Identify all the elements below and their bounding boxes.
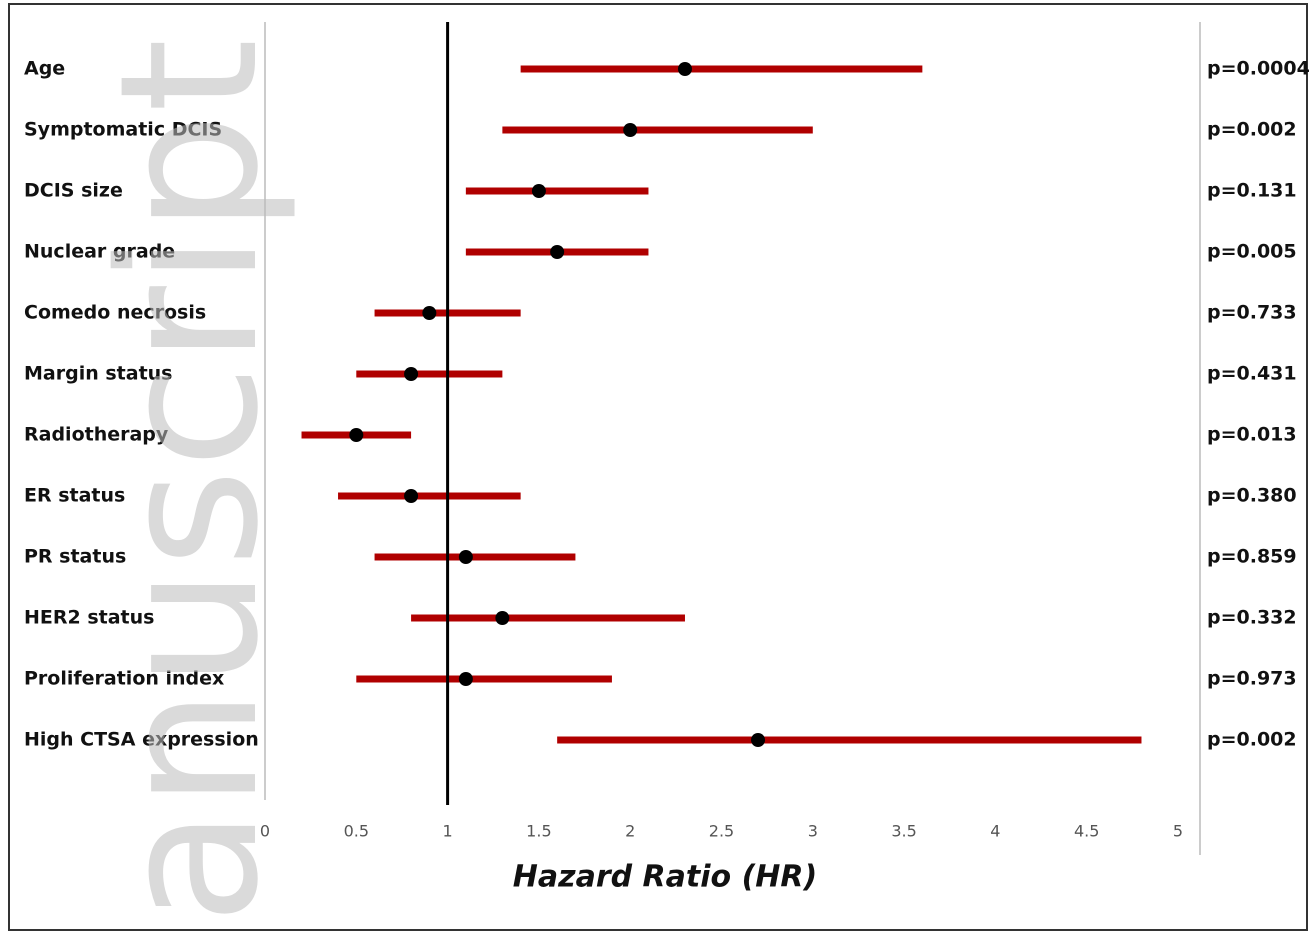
x-tick-label: 4.5 — [1074, 822, 1099, 841]
x-axis-label: Hazard Ratio (HR) — [513, 860, 817, 895]
p-value-label: p=0.005 — [1207, 241, 1297, 263]
category-label: Comedo necrosis — [24, 302, 206, 324]
frame — [8, 3, 1308, 931]
x-tick-label: 3.5 — [891, 822, 916, 841]
category-label: Nuclear grade — [24, 241, 175, 263]
hazard-ratio-point — [751, 733, 766, 747]
hazard-ratio-point — [349, 428, 364, 442]
category-label: Symptomatic DCIS — [24, 119, 222, 141]
hazard-ratio-point — [458, 672, 473, 686]
hazard-ratio-point — [550, 245, 565, 259]
p-value-label: p=0.332 — [1207, 607, 1297, 629]
x-tick-label: 2.5 — [709, 822, 734, 841]
p-value-label: p=0.0004 — [1207, 58, 1310, 80]
category-label: DCIS size — [24, 180, 123, 202]
p-value-label: p=0.131 — [1207, 180, 1297, 202]
x-tick-label: 3 — [808, 822, 818, 841]
p-value-label: p=0.859 — [1207, 546, 1297, 568]
x-tick-label: 0.5 — [344, 822, 369, 841]
x-tick-label: 0 — [260, 822, 270, 841]
x-tick-label: 4 — [990, 822, 1000, 841]
p-value-label: p=0.973 — [1207, 668, 1297, 690]
category-label: Radiotherapy — [24, 424, 169, 446]
category-label: Age — [24, 58, 65, 80]
hazard-ratio-point — [623, 123, 638, 137]
x-tick-label: 1.5 — [526, 822, 551, 841]
category-label: Margin status — [24, 363, 172, 385]
category-label: ER status — [24, 485, 125, 507]
p-value-label: p=0.380 — [1207, 485, 1297, 507]
x-tick-label: 5 — [1173, 822, 1183, 841]
hazard-ratio-point — [677, 62, 692, 76]
category-label: HER2 status — [24, 607, 154, 629]
hazard-ratio-point — [531, 184, 546, 198]
category-label: Proliferation index — [24, 668, 224, 690]
hazard-ratio-point — [404, 489, 419, 503]
x-tick-label: 1 — [443, 822, 453, 841]
p-value-label: p=0.002 — [1207, 729, 1297, 751]
hazard-ratio-point — [458, 550, 473, 564]
watermark: anuscript — [79, 38, 300, 925]
p-value-label: p=0.002 — [1207, 119, 1297, 141]
p-value-label: p=0.733 — [1207, 302, 1297, 324]
x-tick-label: 2 — [625, 822, 635, 841]
hazard-ratio-point — [404, 367, 419, 381]
p-value-label: p=0.431 — [1207, 363, 1297, 385]
hazard-ratio-point — [495, 611, 510, 625]
category-label: High CTSA expression — [24, 729, 259, 751]
category-label: PR status — [24, 546, 126, 568]
p-value-label: p=0.013 — [1207, 424, 1297, 446]
hazard-ratio-point — [422, 306, 437, 320]
